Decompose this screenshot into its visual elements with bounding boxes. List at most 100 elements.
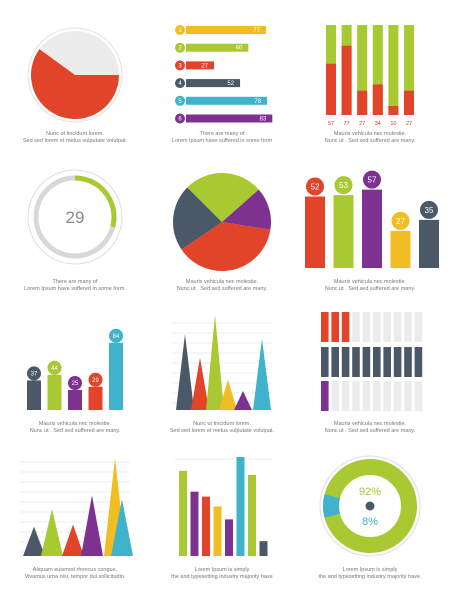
- chart-caption: Lorem Ipsum is simply the and typesetting…: [147, 567, 297, 581]
- hbar-value: 60: [236, 46, 243, 52]
- hbar-value: 83: [260, 117, 267, 123]
- segment: [393, 381, 402, 411]
- hbar-badge-label: 3: [178, 63, 182, 69]
- bar: [259, 541, 268, 556]
- chart-caption: There are many of Lorem Ipsum have suffer…: [0, 279, 150, 293]
- stacked-bar-label: 57: [328, 121, 334, 127]
- bar-badge-label: 27: [396, 217, 405, 226]
- segment: [321, 347, 329, 377]
- triangle-mark: [253, 338, 271, 410]
- segment: [352, 312, 360, 342]
- bar-badge: [420, 200, 438, 219]
- segment: [352, 381, 360, 411]
- chart-caption: Mauris vehicula nec molestie. Nunc ut . S…: [147, 279, 297, 293]
- caption-line: Nunc ut . Sed sed suffered are many.: [324, 428, 416, 434]
- chart-9-segments: [321, 312, 423, 411]
- chart-caption: There are many of Lorem Ipsum have suffer…: [147, 131, 297, 145]
- chart-11-bars: [175, 457, 273, 556]
- pie-slice: [181, 222, 271, 272]
- segment: [352, 347, 360, 377]
- segment: [362, 312, 371, 342]
- caption-line: Mauris vehicula nec molestie.: [333, 279, 407, 285]
- bar: [202, 496, 210, 556]
- hbar-badge-label: 5: [178, 99, 182, 105]
- segment: [414, 347, 423, 377]
- donut-outer-ring: [319, 455, 421, 557]
- segment: [414, 312, 423, 342]
- bar-badge-label: 53: [339, 181, 348, 190]
- chart-caption: Lorem Ipsum is simply the and typesetting…: [295, 567, 445, 581]
- chart-6-bars: 52 53 57 27 35: [305, 170, 439, 268]
- chart-5-pie: [172, 172, 271, 272]
- segment: [331, 381, 339, 411]
- triangle-mark: [41, 508, 63, 556]
- caption-line: Mauris vehicula nec molestie.: [333, 421, 407, 427]
- segment: [404, 347, 412, 377]
- bar-badge: [334, 176, 353, 195]
- donut-label-main: 92%: [359, 486, 381, 498]
- chart-caption: Mauris vehicula nec molestie. Nunc ut . S…: [295, 421, 445, 435]
- donut-center-dot: [365, 501, 375, 511]
- chart-caption: Mauris vehicula nec molestie. Nunc ut . S…: [295, 131, 445, 145]
- hbar-badge: [175, 60, 185, 71]
- chart-caption: Aliquam euismod rhoncus congue. Vivamus u…: [0, 567, 150, 581]
- segment: [362, 347, 371, 377]
- segment: [321, 381, 329, 411]
- pie-slice: [222, 189, 271, 230]
- segment: [331, 347, 339, 377]
- caption-line: Sed sed lorem et metus vulputate volutpa…: [22, 138, 128, 144]
- bar-badge: [306, 177, 324, 196]
- hbar-bar: [186, 114, 273, 123]
- caption-line: the and typesetting industry majority ha…: [171, 574, 273, 580]
- bar: [390, 230, 411, 268]
- hbar-badge: [175, 113, 185, 124]
- stacked-bar-label: 27: [406, 121, 412, 127]
- stacked-bar-top: [372, 25, 383, 115]
- segment: [341, 381, 350, 411]
- segment: [414, 381, 423, 411]
- bar-badge-label: 44: [51, 366, 58, 372]
- bar: [47, 374, 62, 410]
- caption-line: Lorem Ipsum is simply: [342, 567, 398, 573]
- caption-line: Mauris vehicula nec molestie.: [38, 421, 112, 427]
- stacked-bar-label: 27: [359, 121, 365, 127]
- stacked-bar-label: 77: [344, 121, 350, 127]
- chart-8-triangles: [172, 315, 272, 410]
- pie-slice: [187, 172, 259, 222]
- bar-badge-label: 35: [425, 206, 434, 215]
- caption-line: Nunc ut . Sed sed suffered are many.: [29, 428, 121, 434]
- stacked-bar-bottom: [341, 45, 352, 116]
- hbar-badge: [175, 42, 185, 53]
- hbar-value: 27: [201, 63, 208, 69]
- segment: [383, 347, 391, 377]
- stacked-bar-top: [404, 25, 414, 115]
- segment: [321, 312, 329, 342]
- chart-caption: Mauris vehicula nec molestie. Nunc ut . S…: [0, 421, 150, 435]
- caption-line: Lorem Ipsum is simply: [194, 567, 250, 573]
- hbar-badge: [175, 25, 185, 35]
- caption-line: There are many of: [199, 131, 245, 137]
- chart-2-hbar: 1 77 2 60 3 27 4 52 5 78 6 83: [175, 25, 273, 124]
- caption-line: Sed sed lorem et metus vulputate volutpa…: [169, 428, 275, 434]
- caption-line: the and typesetting industry majority ha…: [318, 574, 422, 580]
- caption-line: Nunc ut . Sed sed suffered are many.: [324, 138, 416, 144]
- bar: [213, 506, 222, 556]
- hbar-value: 78: [254, 99, 261, 105]
- bar: [190, 491, 199, 556]
- bar-badge: [88, 372, 103, 387]
- chart-12-donut: 92% 8%: [319, 455, 421, 557]
- bar: [27, 380, 41, 410]
- triangle-mark: [81, 495, 103, 556]
- stacked-bar-bottom: [404, 90, 414, 115]
- hbar-badge-label: 4: [178, 81, 182, 87]
- pie-slice-main: [31, 49, 119, 120]
- chart-4-ring: 29: [27, 169, 123, 265]
- hbar-value: 52: [227, 81, 234, 87]
- hbar-value: 77: [253, 28, 260, 34]
- caption-line: Nunc ut tincidunt lorem.: [193, 421, 251, 427]
- hbar-badge: [175, 95, 185, 106]
- pie-slice: [172, 187, 222, 250]
- bar: [88, 386, 103, 410]
- segment: [383, 381, 391, 411]
